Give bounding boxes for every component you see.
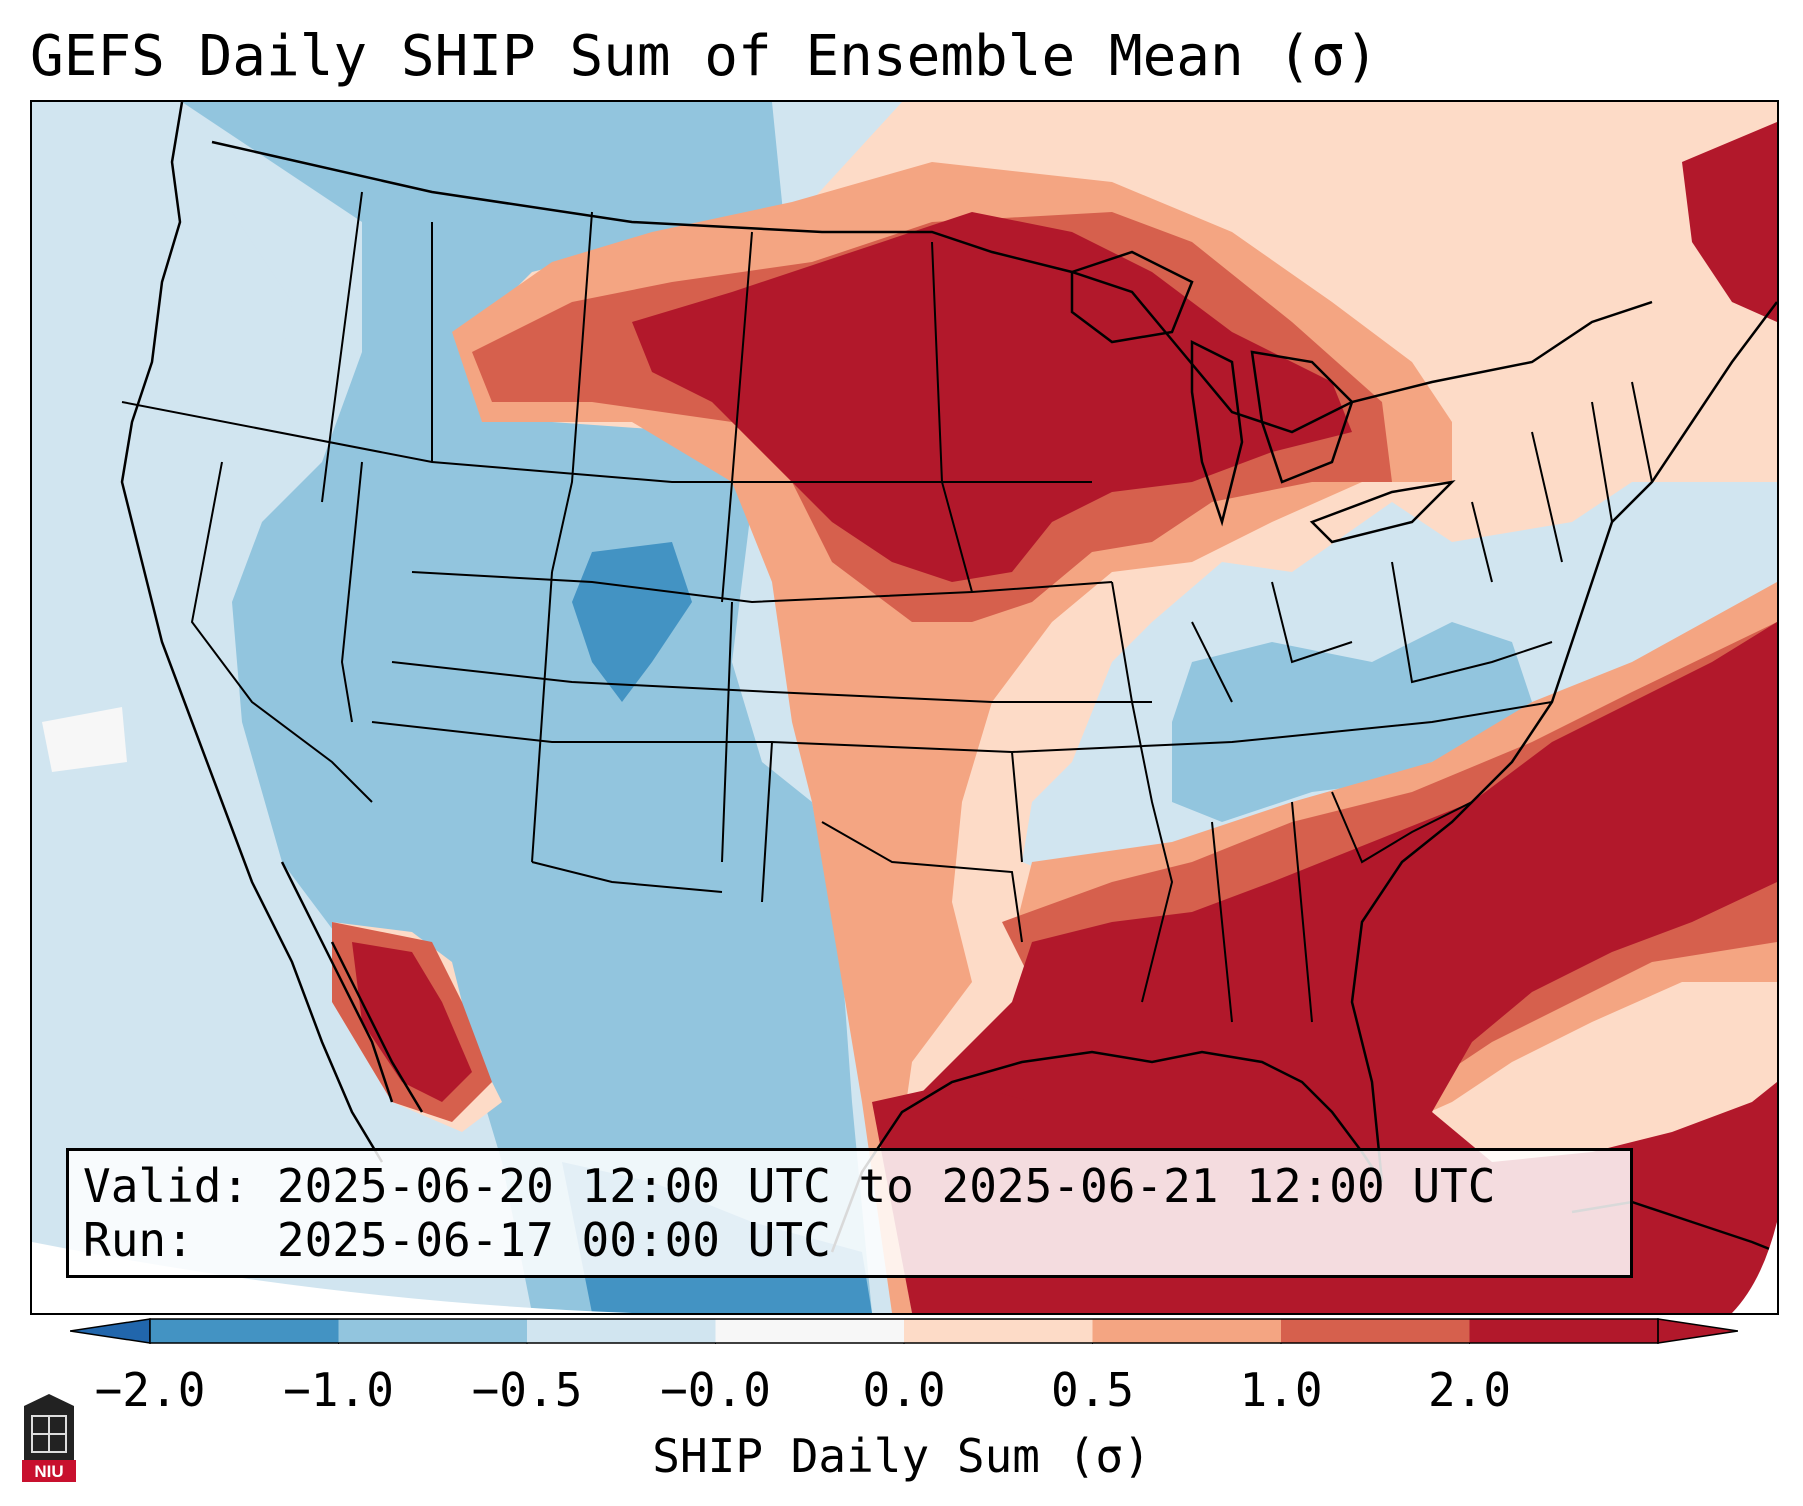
colorbar-bin xyxy=(904,1319,1093,1343)
anomaly-region-darkred-gulf xyxy=(892,622,1777,1313)
map-title: GEFS Daily SHIP Sum of Ensemble Mean (σ) xyxy=(30,24,1379,89)
colorbar-tick-label: −0.5 xyxy=(471,1363,583,1417)
valid-time-range: 2025-06-20 12:00 UTC to 2025-06-21 12:00… xyxy=(276,1159,1496,1213)
colorbar-tick-label: 0.5 xyxy=(1050,1363,1135,1417)
coastline-us-west xyxy=(120,102,384,1163)
ship-anomaly-map xyxy=(32,102,1777,1313)
colorbar-tick-label: 1.0 xyxy=(1239,1363,1323,1417)
great-lakes-outline xyxy=(1070,250,1456,544)
valid-run-info-box: Valid: 2025-06-20 12:00 UTC to 2025-06-2… xyxy=(66,1148,1633,1278)
colorbar-bin xyxy=(338,1319,528,1343)
colorbar-tick-label: 2.0 xyxy=(1427,1363,1512,1417)
coastline-baja xyxy=(280,861,424,1113)
state-borders xyxy=(121,191,1653,1023)
coastline-gulf xyxy=(830,1050,1384,1253)
colorbar-tick-label: −1.0 xyxy=(283,1363,394,1417)
anomaly-region-darkred-plains xyxy=(632,212,1352,582)
valid-label: Valid: xyxy=(83,1159,250,1213)
niu-logo: NIU xyxy=(22,1394,76,1482)
anomaly-region-darkred-northeast xyxy=(1682,122,1777,322)
colorbar-bin xyxy=(1281,1319,1470,1343)
colorbar-under-extension xyxy=(70,1318,151,1344)
run-time: 2025-06-17 00:00 UTC xyxy=(276,1213,831,1267)
anomaly-region-white-pacific xyxy=(42,707,127,772)
colorbar-bin xyxy=(715,1319,905,1343)
anomaly-region-blue-appalachian xyxy=(1172,622,1532,822)
colorbar-bin xyxy=(1469,1319,1659,1343)
map-panel xyxy=(30,100,1779,1315)
anomaly-region-darkblue-colorado xyxy=(572,542,692,702)
colorbar-tick-label: −0.0 xyxy=(660,1363,771,1417)
colorbar-over-extension xyxy=(1657,1318,1738,1344)
run-label: Run: xyxy=(83,1213,194,1267)
colorbar-label: SHIP Daily Sum (σ) xyxy=(652,1429,1151,1483)
colorbar-bin xyxy=(1092,1319,1282,1343)
colorbar xyxy=(70,1318,1738,1344)
colorbar-bin xyxy=(150,1319,339,1343)
colorbar-tick-labels: −2.0 −1.0 −0.5 −0.0 0.0 0.5 1.0 2.0 xyxy=(0,1362,1803,1422)
colorbar-tick-label: −2.0 xyxy=(94,1363,206,1417)
map-domain-edge xyxy=(32,1242,632,1313)
anomaly-region-darkred-baja xyxy=(352,942,472,1102)
colorbar-bin xyxy=(527,1319,716,1343)
anomaly-region-blue-great-basin-light xyxy=(32,212,292,1202)
border-canada-us xyxy=(211,140,1653,434)
colorbar-tick-label: 0.0 xyxy=(862,1363,946,1417)
map-domain-edge-right xyxy=(1732,1222,1777,1313)
niu-logo-text: NIU xyxy=(34,1462,63,1481)
